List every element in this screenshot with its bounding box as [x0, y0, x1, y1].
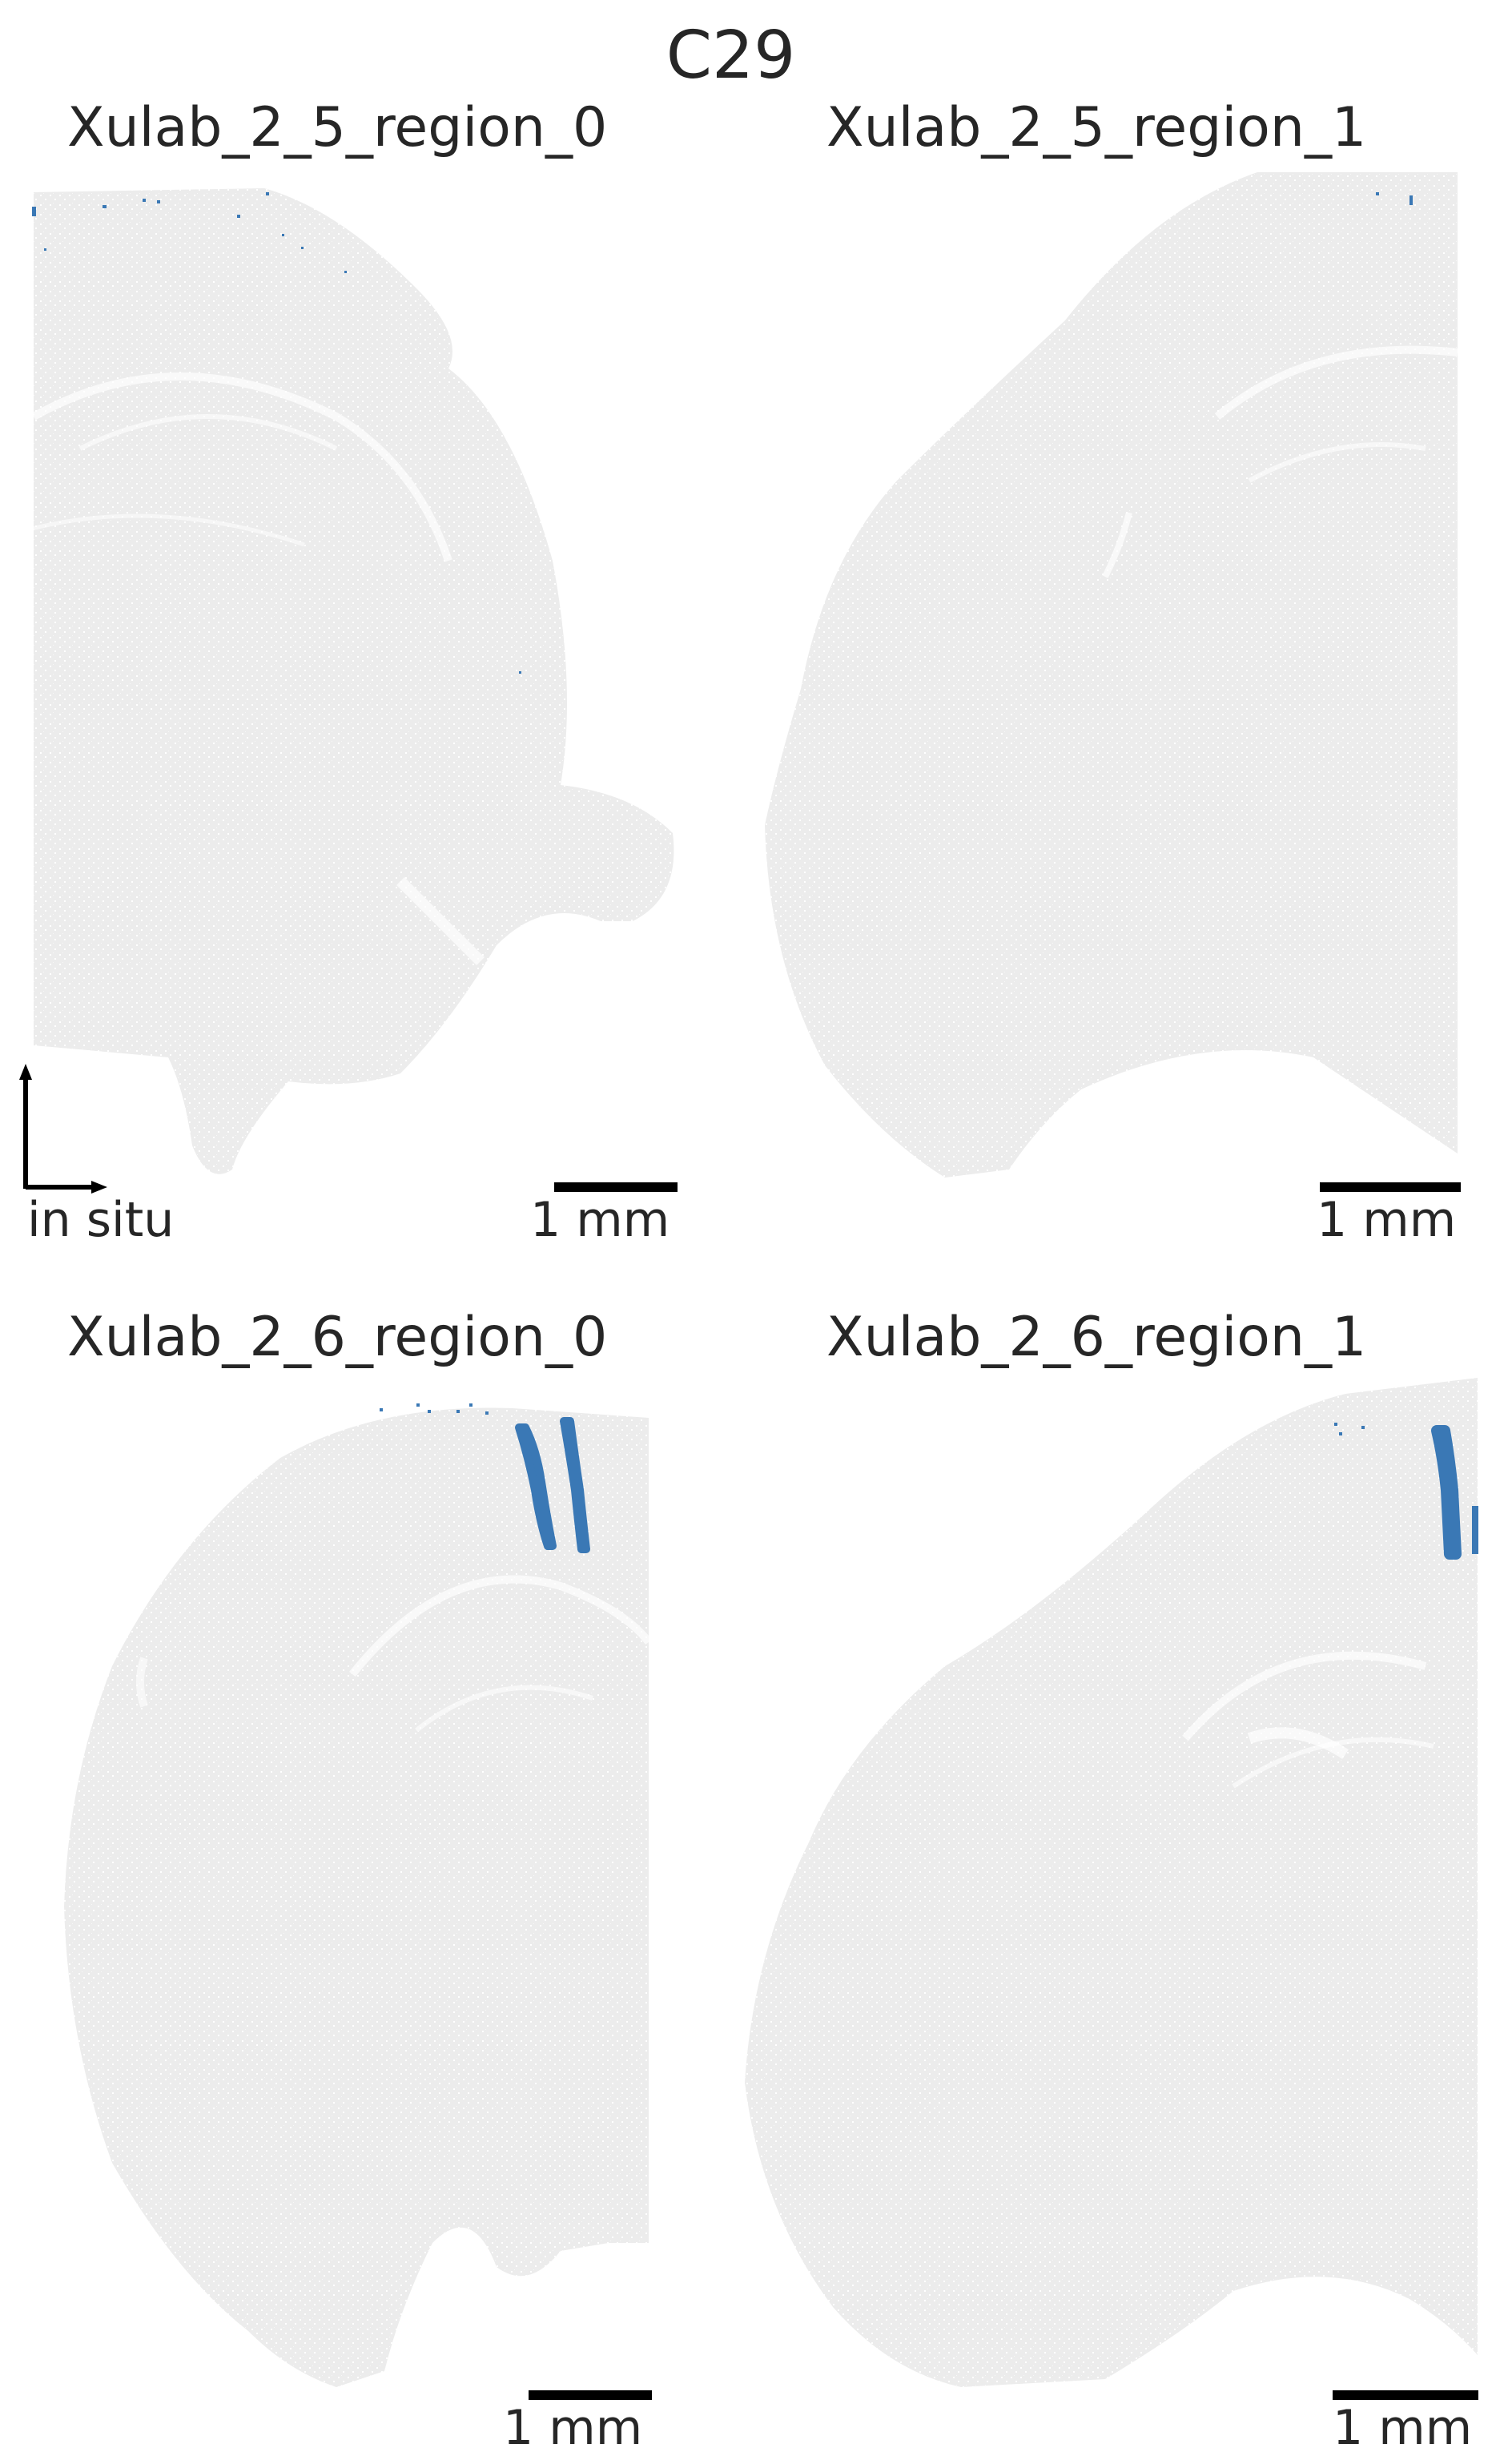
highlight-cells-panel-4	[1334, 1423, 1365, 1435]
panel-title-1: Xulab_2_5_region_0	[67, 96, 608, 159]
highlight-stripe-3a	[515, 1423, 557, 1550]
scale-bar-label-1: 1 mm	[530, 1192, 670, 1248]
highlight-cells-panel-1	[32, 192, 521, 674]
scale-bar-label-4: 1 mm	[1333, 2400, 1473, 2456]
figure-title: C29	[666, 18, 796, 94]
axis-indicator-label: in situ	[27, 1192, 175, 1248]
panel-title-3: Xulab_2_6_region_0	[67, 1306, 608, 1369]
tissue-section-1	[34, 188, 674, 1174]
highlight-cells-panel-2	[1376, 192, 1413, 205]
scale-bar-label-2: 1 mm	[1317, 1192, 1457, 1248]
panel-title-4: Xulab_2_6_region_1	[826, 1306, 1367, 1369]
tissue-section-3	[64, 1407, 649, 2387]
panel-title-2: Xulab_2_5_region_1	[826, 96, 1367, 159]
scale-bar-label-3: 1 mm	[503, 2400, 643, 2456]
axis-indicator	[19, 1064, 107, 1194]
tissue-section-4	[745, 1378, 1478, 2387]
highlight-stripe-4	[1431, 1425, 1462, 1560]
highlight-cells-panel-3	[380, 1403, 489, 1415]
highlight-stripe-3b	[560, 1417, 590, 1553]
tissue-section-2	[765, 172, 1458, 1178]
